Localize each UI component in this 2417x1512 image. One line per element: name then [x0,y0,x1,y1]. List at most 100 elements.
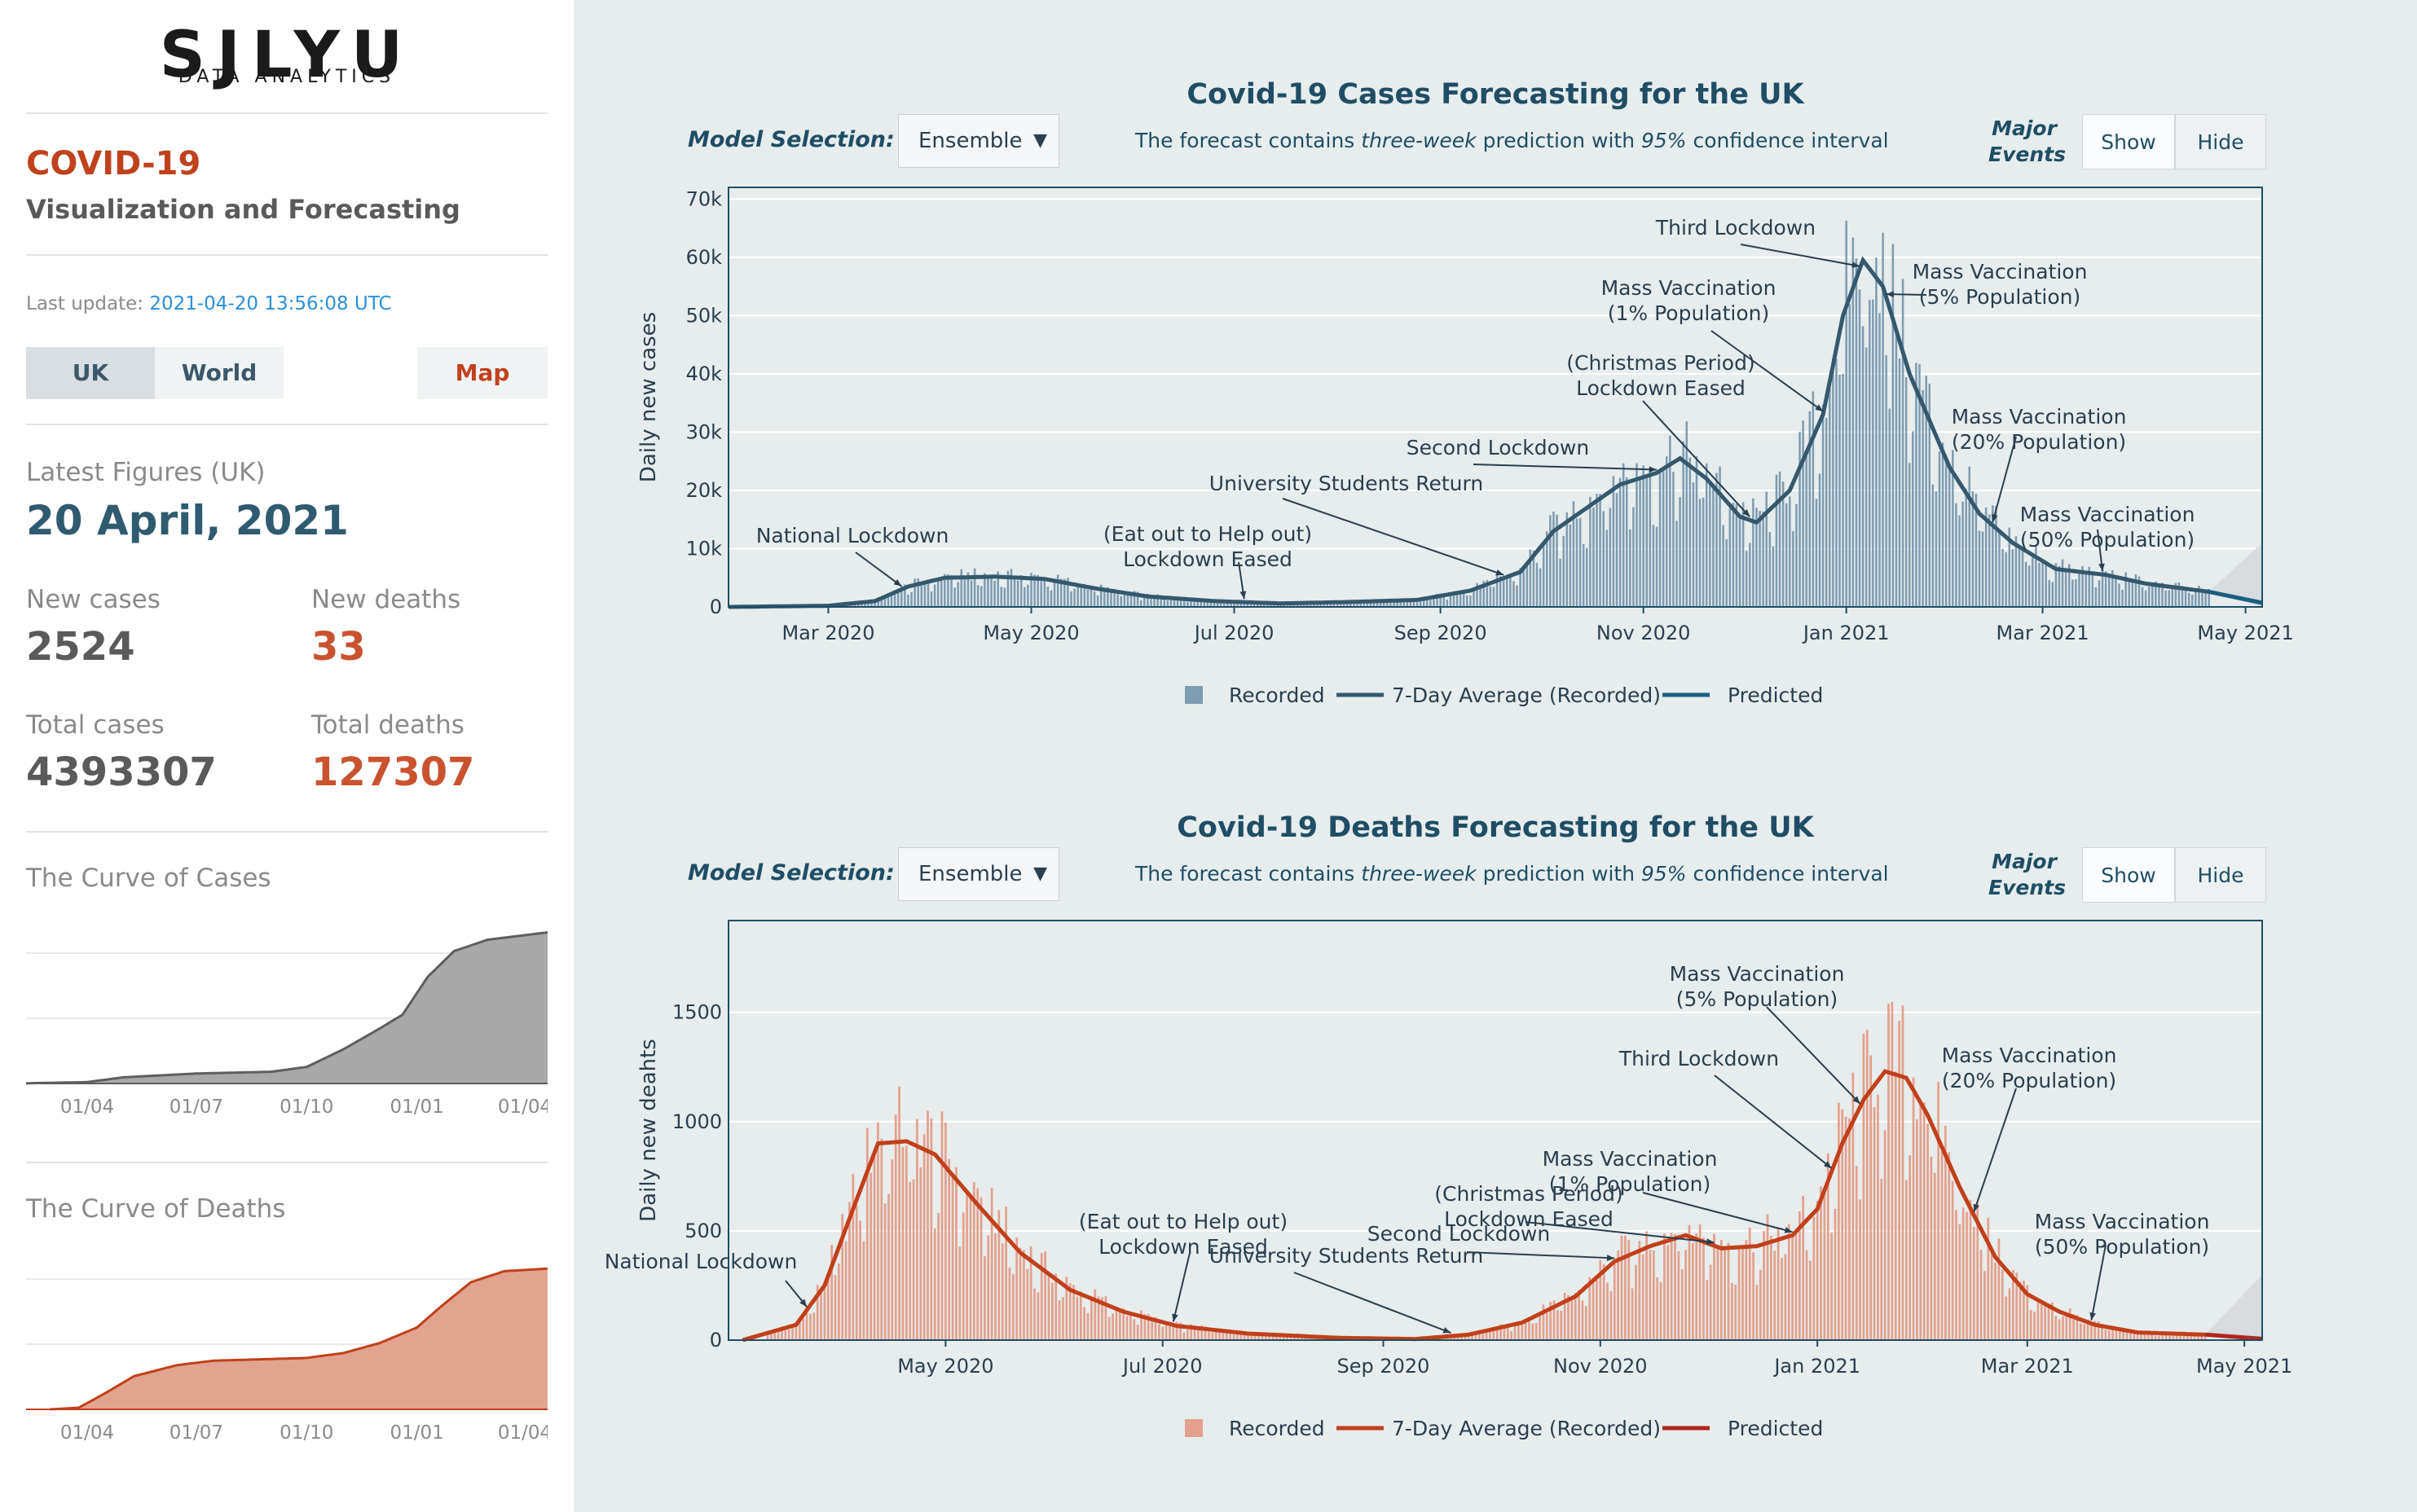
tab-uk[interactable]: UK [26,347,155,399]
recorded-bar [1282,1337,1285,1340]
recorded-bar [1302,603,1305,607]
recorded-bar [1645,476,1649,607]
total-cases-label: Total cases [26,710,165,740]
recorded-bar [1125,1316,1129,1340]
recorded-bar [984,573,986,607]
map-button[interactable]: Map [417,347,548,399]
recorded-bar [1792,530,1794,607]
recorded-bar [2044,1303,2046,1340]
recorded-bar [936,579,940,607]
recorded-bar [1510,1330,1513,1340]
y-tick-label: 0 [710,1329,722,1352]
recorded-bar [1542,1304,1545,1340]
recorded-bar [802,1318,805,1340]
recorded-bar [1249,602,1253,607]
annotation-label: (1% Population) [1549,1172,1710,1196]
recorded-bar [766,1333,769,1340]
recorded-bar [1812,391,1815,607]
recorded-bar [904,584,906,607]
recorded-bar [1888,408,1891,607]
show-events-button[interactable]: Show [2082,847,2175,903]
recorded-bar [1666,1244,1670,1340]
y-tick-label: 50k [686,304,723,327]
x-tick-label: Nov 2020 [1553,1355,1648,1378]
tab-world[interactable]: World [155,347,284,399]
recorded-bar [1456,1336,1459,1340]
x-tick-label: Mar 2021 [1997,622,2089,644]
model-select[interactable]: Ensemble ▼ [898,847,1059,901]
recorded-bar [1812,1216,1816,1340]
recorded-bar [1617,1250,1620,1340]
recorded-bar [1826,1153,1829,1340]
recorded-bar [1139,600,1142,607]
annotation-arrow [1992,436,2017,523]
annotation-label: (20% Population) [1942,1069,2116,1092]
recorded-bar [1596,494,1598,607]
annotation-arrowhead [1973,1203,1979,1212]
recorded-bar [1464,1334,1467,1340]
recorded-bar [933,584,936,607]
recorded-bar [838,1263,840,1340]
recorded-bar [2118,1327,2121,1340]
recorded-bar [1737,1248,1741,1340]
show-events-button[interactable]: Show [2082,114,2175,169]
recorded-bar [980,1197,983,1340]
recorded-bar [948,1158,951,1340]
recorded-bar [1196,600,1199,607]
recorded-bar [973,568,976,607]
recorded-bar [1415,599,1419,607]
recorded-bar [1613,1263,1616,1340]
recorded-bar [1692,482,1695,607]
recorded-bar [1618,477,1622,607]
annotation-label: Lockdown Eased [1098,1235,1268,1259]
recorded-bar [1122,1308,1125,1340]
recorded-bar [1649,468,1652,607]
recorded-bar [1379,600,1382,607]
recorded-bar [1842,373,1844,607]
recorded-bar [1741,502,1745,607]
recorded-bar [1569,524,1572,607]
recorded-bar [1446,600,1449,607]
recorded-bar [1759,511,1761,607]
recorded-bar [969,1194,972,1340]
recorded-bar [2088,566,2090,607]
cases-forecast-chart: 0 10k 20k 30k 40k 50k 60k 70k Mar 2020 May 2020 Ju… [636,187,2294,707]
recorded-bar [1233,603,1235,607]
logo[interactable]: SJLYU [159,19,415,92]
hide-events-button[interactable]: Hide [2175,847,2266,903]
recorded-bar [1539,568,1542,607]
recorded-bar [880,598,883,607]
model-select[interactable]: Ensemble ▼ [898,114,1059,168]
recorded-bar [944,574,946,607]
recorded-bar [1719,1240,1723,1340]
recorded-bar [2021,547,2024,607]
recorded-bar [1073,588,1076,607]
recorded-bar [1719,466,1721,607]
recorded-bar [1869,1055,1873,1340]
recorded-bar [962,1212,965,1340]
recorded-bar [2038,562,2041,607]
hide-events-button[interactable]: Hide [2175,114,2266,169]
x-tick-label: Jul 2020 [1121,1355,1203,1378]
recorded-bar [1574,1292,1577,1340]
recorded-bar [1709,1264,1712,1340]
recorded-bar [1513,1325,1517,1340]
y-tick-label: 60k [686,246,723,269]
recorded-bar [1402,599,1405,607]
recorded-bar [1620,1235,1623,1340]
x-tick-label: 01/04 [60,1097,114,1118]
recorded-bar [2104,1329,2107,1340]
recorded-bar [1759,1269,1762,1340]
recorded-bar [2085,571,2087,607]
recorded-bar [2058,1319,2061,1340]
recorded-bar [1115,1307,1118,1340]
recorded-bar [1393,599,1395,607]
annotation-arrowhead [799,1299,808,1308]
recorded-bar [1156,594,1159,607]
recorded-bar [1243,1333,1246,1340]
recorded-bar [784,1330,787,1340]
recorded-bar [826,1277,830,1340]
recorded-bar [1097,1296,1100,1340]
legend-average-label: 7-Day Average (Recorded) [1392,683,1661,707]
recorded-bar [1306,603,1309,607]
